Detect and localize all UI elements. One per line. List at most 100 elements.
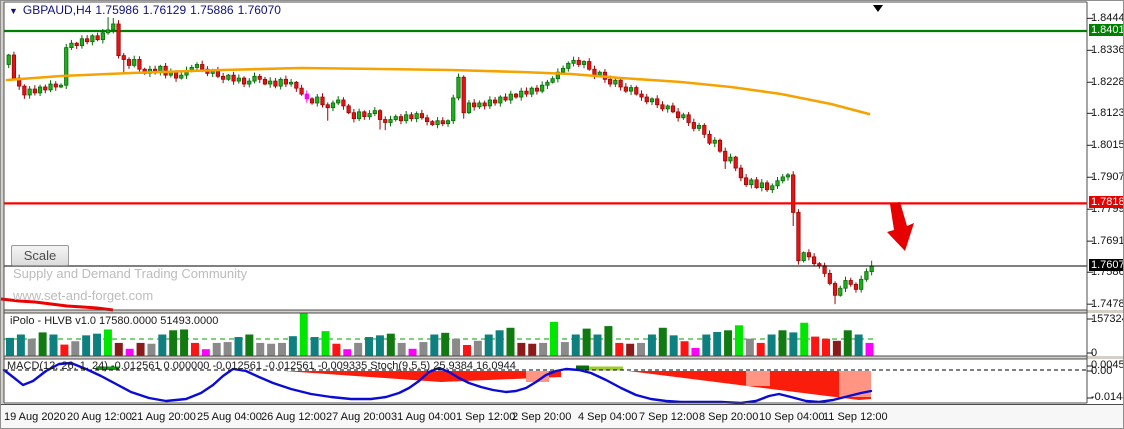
candle-body: [613, 79, 618, 85]
candle-body: [451, 97, 456, 122]
time-axis-label: 27 Aug 20:00: [326, 411, 391, 423]
candle-body: [780, 176, 785, 182]
volume-bar: [234, 337, 243, 356]
volume-bar: [582, 328, 591, 356]
volume-bar: [310, 337, 319, 356]
symbol-dropdown-icon[interactable]: ▼: [9, 6, 18, 16]
candle-body: [132, 59, 137, 66]
candle-body: [74, 42, 79, 46]
volume-bar: [658, 327, 667, 356]
candle-body: [608, 78, 613, 85]
volume-bar: [724, 330, 733, 356]
candle-body: [262, 78, 268, 85]
volume-bar: [517, 342, 526, 356]
candle-body: [456, 76, 461, 99]
candle-body: [770, 185, 775, 191]
candle-body: [372, 110, 377, 115]
candle-body: [707, 133, 712, 144]
candle-body: [419, 113, 424, 119]
volume-bar: [462, 345, 471, 356]
volume-bar: [125, 348, 134, 356]
watermark-line2: www.set-and-forget.com: [13, 288, 154, 303]
price-level-tag: 1.76070: [1089, 259, 1123, 271]
volume-bar: [190, 342, 199, 356]
down-arrow-annotation: [887, 202, 914, 251]
candle-body: [785, 174, 791, 178]
candle-body: [430, 121, 435, 125]
candle-body: [571, 59, 576, 64]
candle-body: [111, 23, 116, 31]
candle-body: [289, 81, 294, 85]
window-left-strip: [1, 1, 4, 428]
candle-body: [848, 280, 853, 285]
candle-body: [367, 113, 372, 117]
candle-body: [325, 104, 330, 109]
candle-body: [336, 99, 341, 104]
volume-bar: [539, 342, 548, 356]
time-axis-label: 25 Aug 04:00: [197, 411, 262, 423]
candle-body: [37, 86, 43, 94]
volume-bar: [745, 338, 754, 356]
volume-bar: [756, 342, 765, 356]
candle-body: [566, 62, 571, 69]
price-axis-label: 1.80150: [1091, 138, 1123, 151]
candle-body: [32, 88, 37, 94]
volume-bar: [789, 332, 798, 356]
macd-indicator-label: MACD(12, 26, 1, 24) -0.012561 0.000000 -…: [7, 360, 516, 372]
macd-histogram-salmon-band: [746, 371, 770, 386]
volume-bar: [375, 335, 384, 356]
panel-gap: [1, 310, 1123, 313]
candle-body: [817, 263, 822, 267]
candle-body: [472, 102, 477, 108]
candle-body: [231, 74, 236, 82]
volume-bar: [484, 334, 493, 356]
volume-bar: [278, 342, 286, 356]
candle-body: [869, 265, 874, 273]
watermark-line1: Supply and Demand Trading Community: [13, 266, 248, 281]
candle-body: [424, 117, 430, 123]
candle-body: [550, 78, 555, 83]
candle-body: [22, 85, 27, 96]
candle-body: [383, 119, 388, 123]
candle-body: [48, 83, 53, 91]
price-axis[interactable]: 1.84440 1.83360 1.82280 1.81230 1.80150 1.790…: [1088, 1, 1124, 404]
candle-body: [445, 120, 451, 125]
candle-body: [466, 102, 472, 114]
volume-bar: [103, 329, 112, 356]
time-axis-label: 21 Aug 20:00: [131, 411, 196, 423]
volume-bar: [647, 334, 656, 356]
candle-body: [806, 252, 811, 258]
volume-bar: [550, 321, 558, 356]
volume-bar: [49, 334, 58, 356]
candle-body: [843, 280, 848, 289]
candle-body: [487, 99, 492, 107]
candle-body: [299, 87, 304, 95]
candle-body: [540, 84, 545, 92]
volume-bar: [180, 329, 189, 356]
candle-body: [519, 90, 524, 98]
candle-body: [686, 114, 691, 123]
price-level-tag: 1.84012: [1089, 24, 1123, 36]
candle-body: [482, 102, 487, 107]
macd-axis-top: 0.004552: [1091, 359, 1124, 371]
volume-bar: [343, 349, 352, 356]
price-level-tag: 1.78186: [1089, 196, 1123, 209]
chart-title: ▼ GBPAUD,H4 1.75986 1.76129 1.75886 1.76070: [9, 3, 285, 17]
candle-body: [498, 96, 503, 104]
volume-bar: [452, 338, 461, 356]
candle-body: [173, 71, 179, 79]
volume-bar: [691, 347, 700, 356]
candle-body: [69, 42, 74, 49]
volume-bar: [158, 334, 167, 356]
candle-body: [838, 287, 843, 296]
candle-body: [11, 54, 17, 79]
macd-axis-bottom: -0.01448: [1091, 391, 1123, 403]
scale-button[interactable]: Scale: [11, 245, 69, 266]
time-axis[interactable]: 19 Aug 2020 20 Aug 12:00 21 Aug 20:00 25 Au…: [1, 404, 1123, 428]
price-axis-label: 1.82280: [1091, 75, 1123, 88]
scroll-marker-icon: [873, 5, 883, 12]
candle-body: [508, 93, 513, 101]
volume-bar: [615, 342, 624, 356]
volume-bar: [71, 341, 80, 356]
